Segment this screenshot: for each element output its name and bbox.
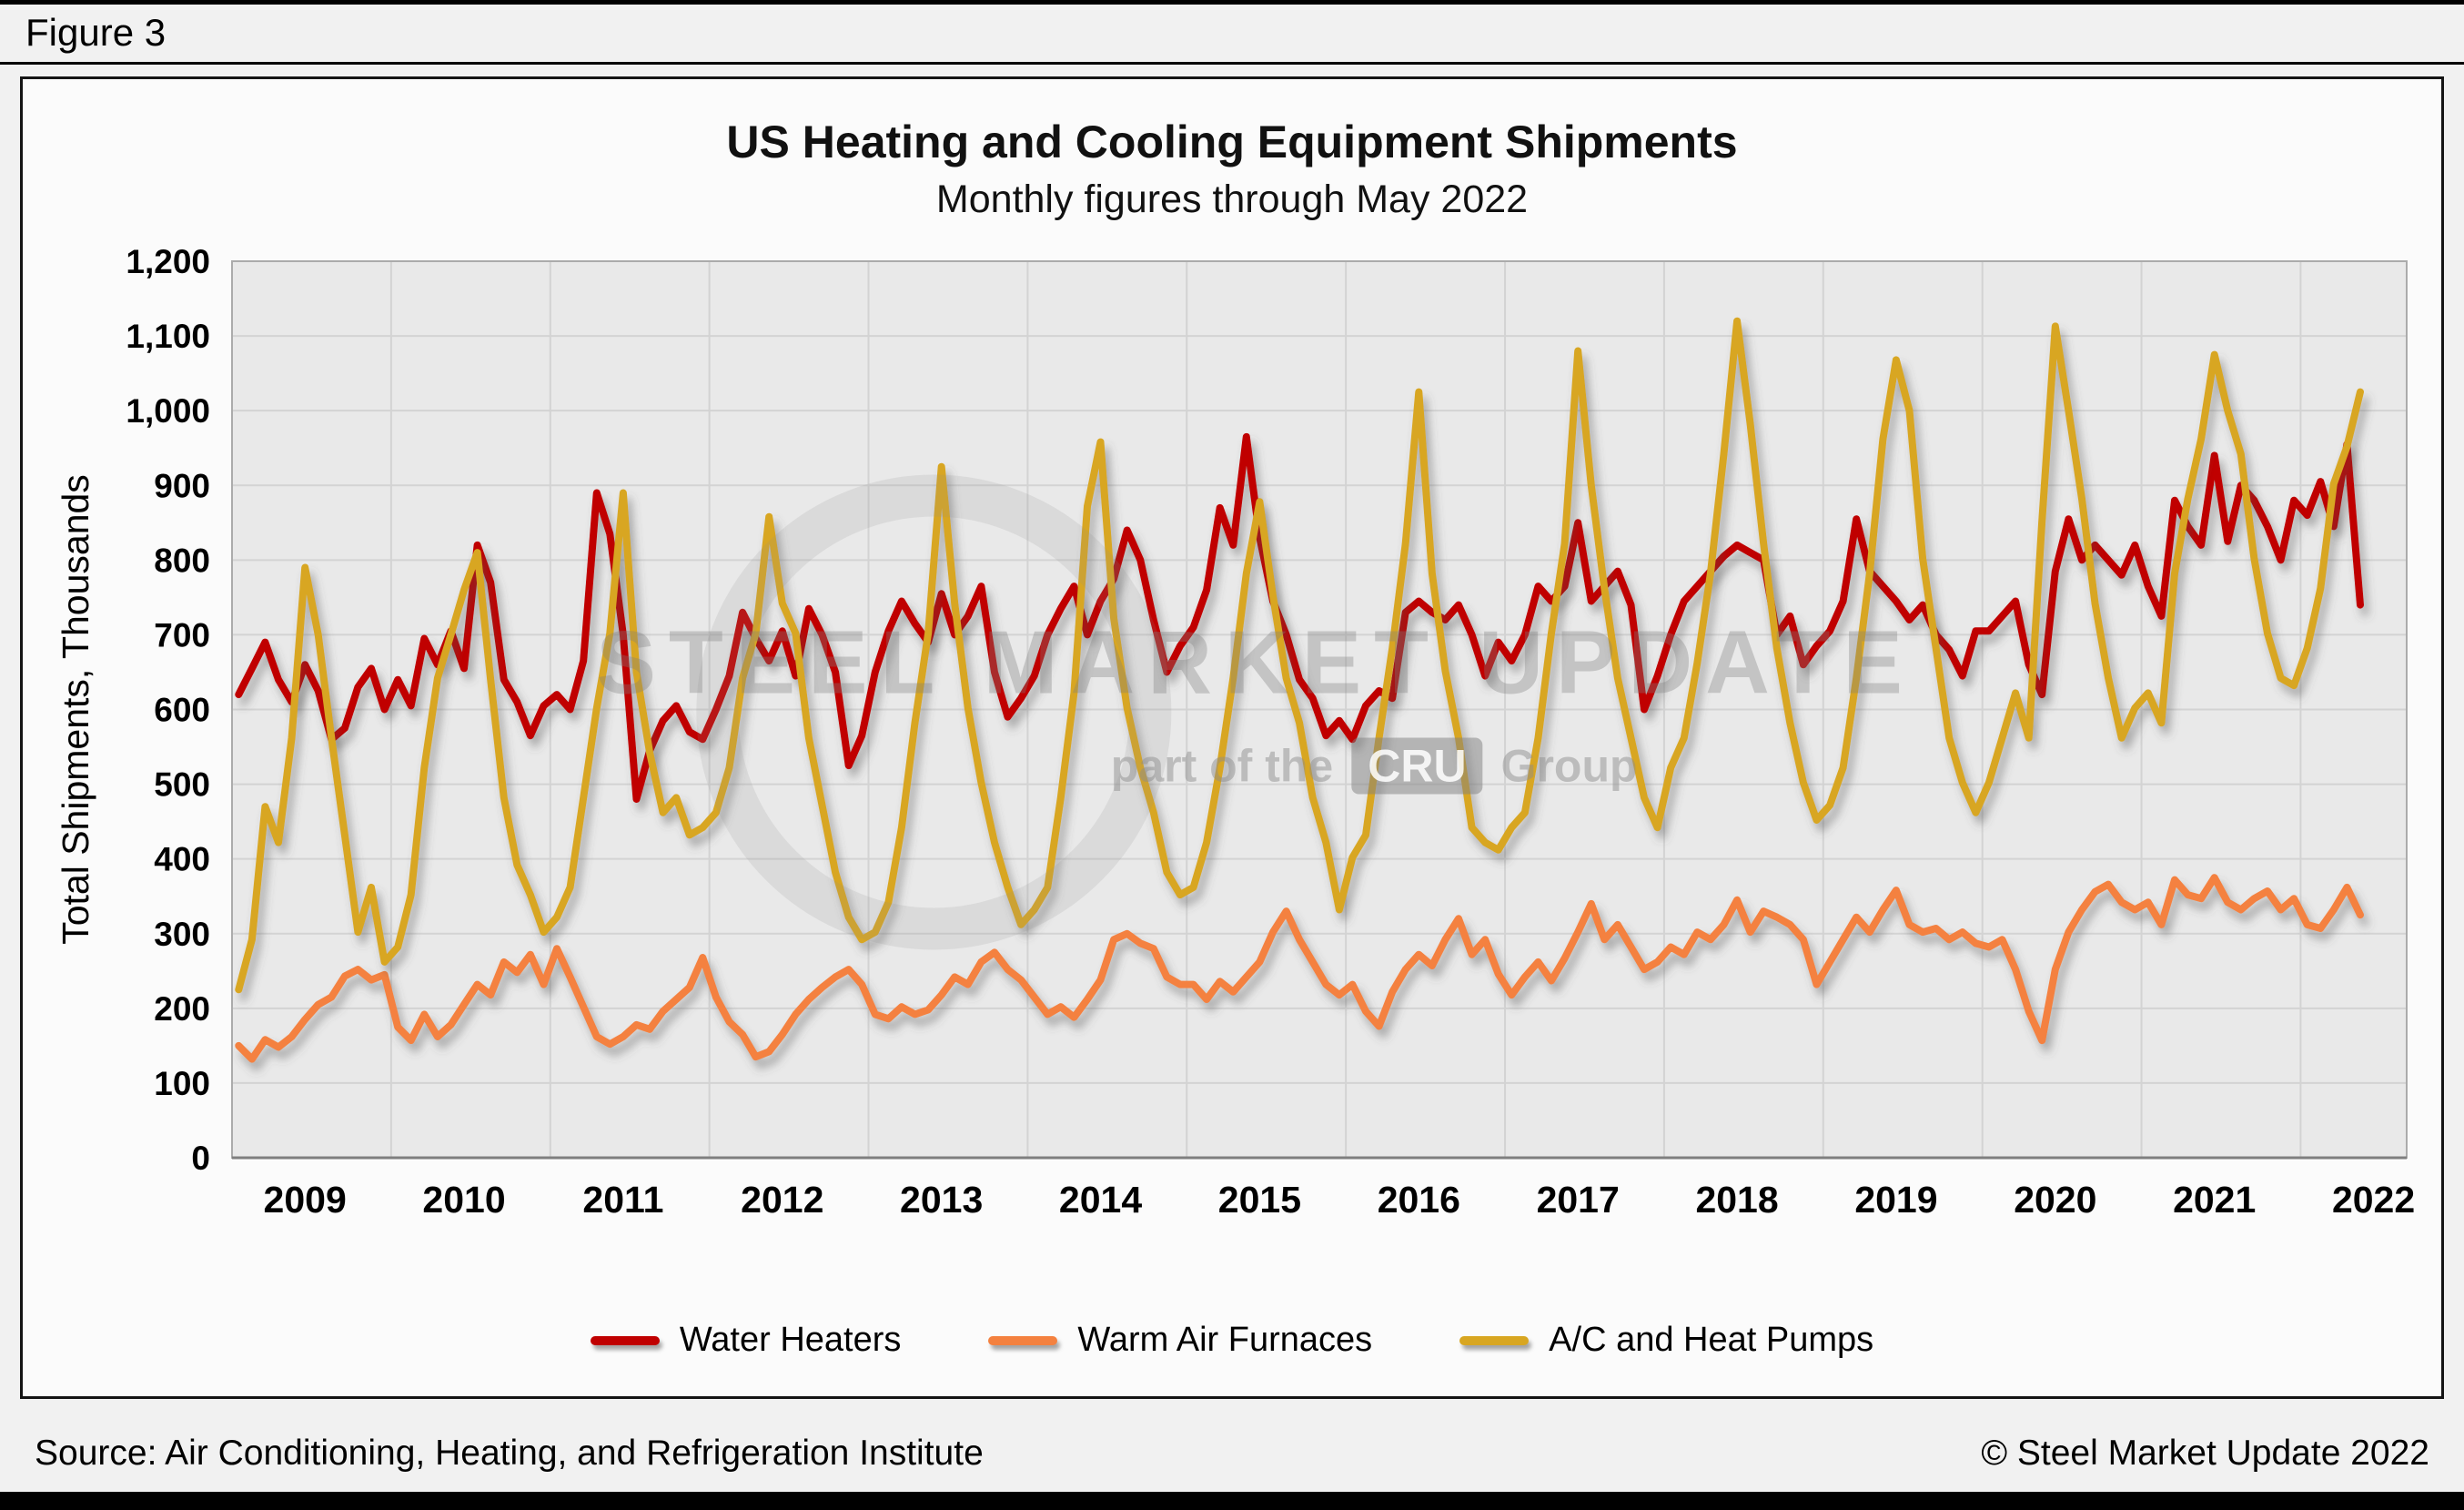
svg-text:200: 200 — [154, 990, 210, 1028]
legend-label-water-heaters: Water Heaters — [679, 1321, 902, 1359]
chart-title: US Heating and Cooling Equipment Shipmen… — [726, 117, 1738, 167]
ac-heat-pumps-line-swatch — [1459, 1335, 1530, 1345]
svg-text:1,000: 1,000 — [126, 392, 210, 430]
figure-label: Figure 3 — [25, 11, 167, 54]
svg-text:2020: 2020 — [2014, 1179, 2096, 1221]
svg-text:2016: 2016 — [1378, 1179, 1460, 1221]
figure-label-divider — [0, 62, 2464, 65]
chart-subtitle: Monthly figures through May 2022 — [935, 177, 1529, 221]
legend-item-ac-heat-pumps: A/C and Heat Pumps — [1459, 1321, 1873, 1360]
svg-text:300: 300 — [154, 916, 210, 953]
svg-text:2013: 2013 — [900, 1179, 983, 1221]
svg-text:2009: 2009 — [264, 1179, 347, 1221]
svg-text:400: 400 — [154, 841, 210, 878]
top-border — [0, 0, 2464, 5]
legend-item-water-heaters: Water Heaters — [590, 1321, 902, 1360]
warm-air-furnaces-line-swatch — [988, 1335, 1058, 1345]
svg-text:2021: 2021 — [2173, 1179, 2256, 1221]
svg-text:600: 600 — [154, 692, 210, 729]
svg-text:2022: 2022 — [2332, 1179, 2415, 1221]
svg-text:2010: 2010 — [422, 1179, 505, 1221]
svg-text:100: 100 — [154, 1065, 210, 1102]
svg-text:2012: 2012 — [741, 1179, 823, 1221]
copyright-text: © Steel Market Update 2022 — [1981, 1434, 2429, 1473]
bottom-border — [0, 1492, 2464, 1510]
svg-text:500: 500 — [154, 766, 210, 804]
svg-text:700: 700 — [154, 616, 210, 654]
water-heaters-line-swatch — [590, 1335, 660, 1345]
legend-label-ac-heat-pumps: A/C and Heat Pumps — [1549, 1321, 1874, 1359]
line-chart: 0 100 200 300 400 500 600 700 800 900 1,000 1,100 1,… — [55, 243, 2415, 1221]
footer: Source: Air Conditioning, Heating, and R… — [35, 1434, 2429, 1474]
chart-legend: Water Heaters Warm Air Furnaces A/C and … — [23, 1321, 2441, 1360]
svg-text:2011: 2011 — [582, 1179, 663, 1221]
plot-area: 0 100 200 300 400 500 600 700 800 900 1,000 1,100 1,… — [41, 238, 2423, 1317]
svg-text:900: 900 — [154, 467, 210, 504]
svg-text:2019: 2019 — [1854, 1179, 1937, 1221]
svg-text:2017: 2017 — [1537, 1179, 1620, 1221]
svg-text:800: 800 — [154, 542, 210, 579]
svg-text:Total Shipments, Thousands: Total Shipments, Thousands — [55, 474, 96, 945]
source-text: Source: Air Conditioning, Heating, and R… — [35, 1434, 984, 1473]
svg-text:1,100: 1,100 — [126, 318, 210, 355]
legend-label-warm-air-furnaces: Warm Air Furnaces — [1077, 1321, 1373, 1359]
svg-text:0: 0 — [191, 1140, 210, 1177]
chart-panel: US Heating and Cooling Equipment Shipmen… — [20, 76, 2444, 1399]
svg-text:2014: 2014 — [1059, 1179, 1142, 1221]
svg-text:1,200: 1,200 — [126, 243, 210, 280]
svg-text:2015: 2015 — [1218, 1179, 1301, 1221]
legend-item-warm-air-furnaces: Warm Air Furnaces — [988, 1321, 1372, 1360]
svg-text:2018: 2018 — [1695, 1179, 1778, 1221]
